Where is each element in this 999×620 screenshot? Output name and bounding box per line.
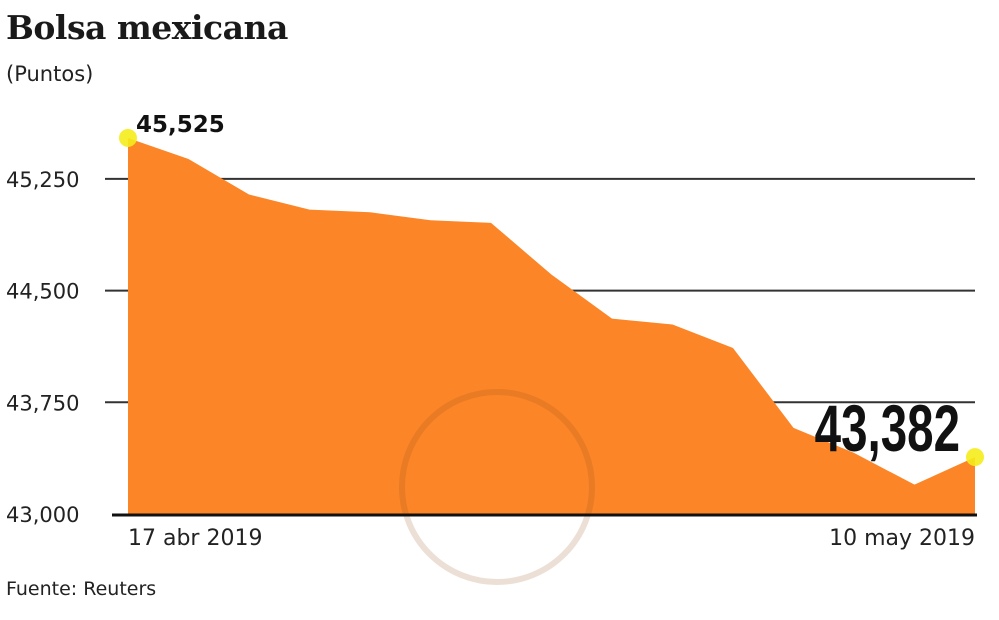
chart-title: Bolsa mexicana <box>6 8 288 47</box>
marker-last <box>966 448 984 467</box>
annotation-last: 43,382 <box>815 392 960 465</box>
x-label-last: 10 may 2019 <box>829 526 975 551</box>
x-label-first: 17 abr 2019 <box>128 526 262 551</box>
area-series <box>128 137 975 514</box>
source-note: Fuente: Reuters <box>6 578 157 600</box>
annotation-first: 45,525 <box>136 112 225 138</box>
chart-subtitle: (Puntos) <box>6 62 94 86</box>
y-tick-label: 44,500 <box>6 280 79 304</box>
y-tick-label: 43,000 <box>6 503 79 527</box>
y-tick-label: 43,750 <box>6 391 79 415</box>
marker-first <box>119 128 137 147</box>
y-tick-label: 45,250 <box>6 168 79 192</box>
watermark-logo <box>399 389 595 585</box>
